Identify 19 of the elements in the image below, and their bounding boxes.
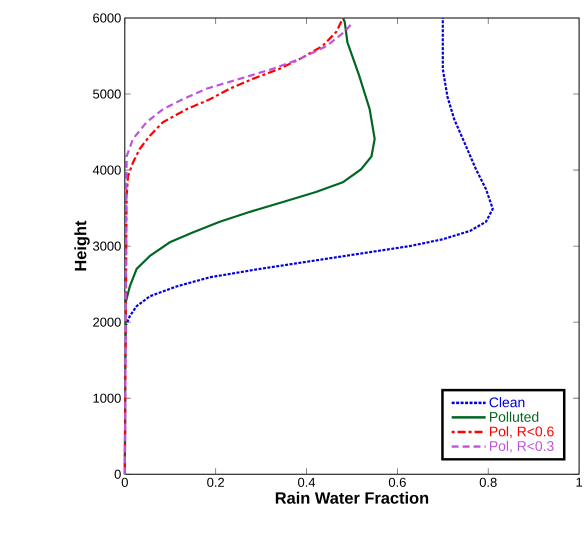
x-tick-label: 0.2 <box>207 478 224 487</box>
legend-label: Pol, R<0.3 <box>490 440 554 453</box>
x-tick-label: 0.6 <box>388 478 406 487</box>
legend-label: Polluted <box>490 412 538 422</box>
legend-label: Clean <box>490 397 524 408</box>
y-axis-title: Height <box>74 220 90 270</box>
y-tick-label: 1000 <box>94 394 121 403</box>
y-tick-label: 2000 <box>93 318 121 327</box>
y-tick-label: 3000 <box>93 241 121 251</box>
x-axis-title: Rain Water Fraction <box>276 492 428 504</box>
x-tick-label: 0 <box>122 478 128 487</box>
x-tick-label: 0.4 <box>298 478 316 487</box>
legend-label: Pol, R<0.6 <box>490 426 554 438</box>
y-tick-label: 0 <box>114 470 121 479</box>
x-tick-label: 1 <box>576 478 582 487</box>
y-tick-label: 4000 <box>92 165 121 175</box>
x-tick-label: 0.8 <box>480 478 497 487</box>
y-tick-label: 5000 <box>93 89 121 99</box>
y-tick-label: 6000 <box>93 13 121 22</box>
